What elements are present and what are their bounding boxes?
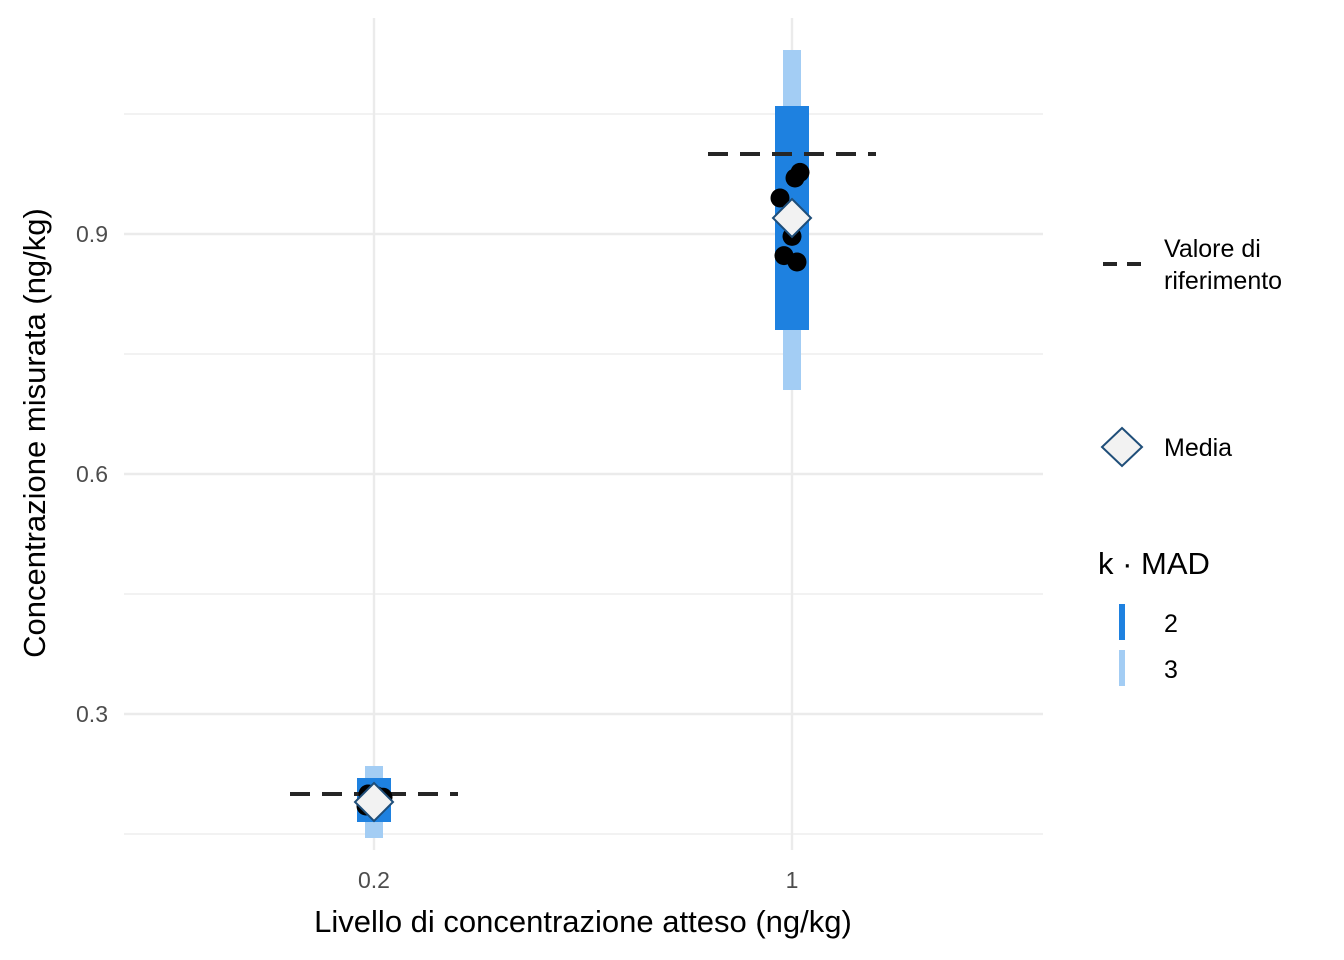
mean-markers: [353, 197, 813, 823]
mean-marker: [771, 197, 813, 239]
x-tick-label: 1: [786, 867, 799, 893]
legend-mad-2-swatch: [1119, 604, 1125, 640]
legend-reference-label-line1: Valore di: [1164, 235, 1261, 263]
data-points: [356, 162, 810, 816]
data-point: [770, 188, 790, 208]
legend-reference-label-line2: riferimento: [1164, 267, 1282, 295]
axis-ticks: 0.3 0.6 0.9 0.2 1: [76, 221, 798, 893]
x-tick-label: 0.2: [358, 867, 390, 893]
legend-mad-title: k · MAD: [1098, 546, 1210, 581]
y-tick-label: 0.9: [76, 221, 108, 247]
mean-marker: [353, 781, 395, 823]
legend-reference-label: Valore di riferimento: [1164, 235, 1282, 295]
legend-mean-label: Media: [1164, 434, 1232, 462]
legend: Valore di riferimento Media k · MAD 2 3: [1098, 235, 1282, 686]
mad-ranges: [357, 50, 809, 838]
legend-mad-3-label: 3: [1164, 656, 1178, 684]
data-point: [787, 252, 807, 272]
y-axis-title: Concentrazione misurata (ng/kg): [17, 208, 52, 658]
legend-mean-swatch: [1100, 426, 1144, 468]
legend-mad-3-swatch: [1119, 650, 1125, 686]
y-tick-label: 0.6: [76, 461, 108, 487]
y-tick-label: 0.3: [76, 701, 108, 727]
x-axis-title: Livello di concentrazione atteso (ng/kg): [314, 904, 852, 939]
data-point: [790, 162, 810, 182]
grid: [124, 18, 1043, 850]
legend-mad-2-label: 2: [1164, 610, 1178, 638]
